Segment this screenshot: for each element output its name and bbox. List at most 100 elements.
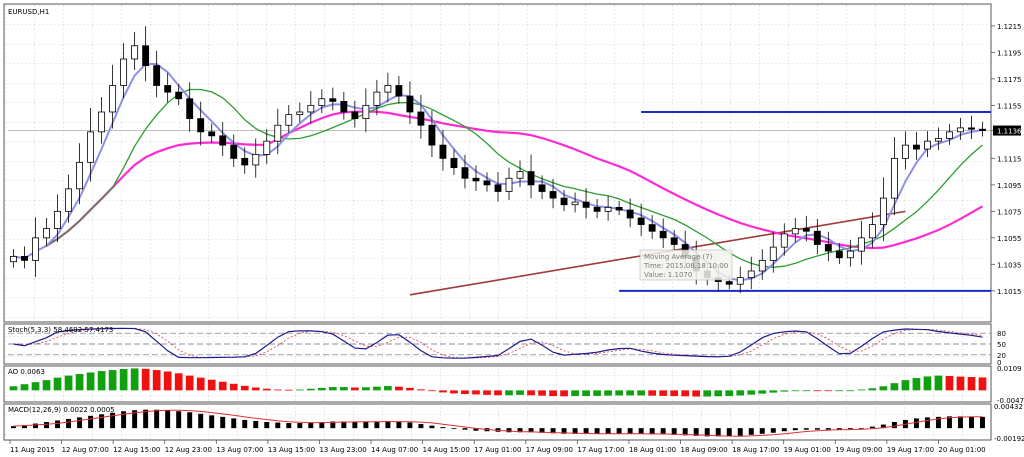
macd-signal-line[interactable] [13,409,983,437]
ao-bar[interactable] [934,375,943,391]
ao-bar[interactable] [736,390,745,396]
stochastic-main-line[interactable] [13,327,983,359]
macd-bar[interactable] [550,428,556,434]
macd-bar[interactable] [88,415,94,429]
candle-body[interactable] [263,140,271,155]
ao-bar[interactable] [86,372,95,391]
candle-body[interactable] [494,184,502,192]
candle-body[interactable] [879,197,887,226]
macd-bar[interactable] [891,422,897,429]
macd-bar[interactable] [110,412,116,429]
candle-body[interactable] [670,237,678,245]
ao-bar[interactable] [262,388,271,391]
macd-bar[interactable] [627,428,633,434]
candle-body[interactable] [780,233,788,248]
macd-bar[interactable] [715,428,721,437]
macd-bar[interactable] [980,416,985,429]
ao-histogram[interactable] [9,368,987,397]
macd-bar[interactable] [77,417,83,429]
ao-bar[interactable] [152,370,161,391]
candle-body[interactable] [395,85,403,97]
macd-bar[interactable] [66,418,72,429]
candle-body[interactable] [296,111,304,116]
candle-body[interactable] [912,144,920,150]
candle-body[interactable] [935,138,942,142]
candle-body[interactable] [593,206,601,212]
ao-bar[interactable] [791,390,800,392]
candle-body[interactable] [87,131,95,163]
candle-body[interactable] [373,91,381,106]
candle-body[interactable] [968,127,975,130]
macd-bar[interactable] [451,428,457,429]
macd-bar[interactable] [539,428,545,433]
macd-bar[interactable] [649,428,655,435]
macd-bar[interactable] [506,428,512,433]
ao-bar[interactable] [284,389,293,391]
candle-body[interactable] [868,224,876,239]
candle-body[interactable] [648,224,656,232]
candle-body[interactable] [758,259,766,272]
ao-bar[interactable] [295,389,304,391]
ao-bar[interactable] [163,371,172,391]
macd-bar[interactable] [616,428,622,434]
candle-body[interactable] [946,131,953,139]
macd-bar[interactable] [363,422,369,429]
ao-bar[interactable] [769,390,778,393]
macd-bar[interactable] [154,409,160,429]
candle-body[interactable] [505,177,513,192]
ao-bar[interactable] [461,390,469,395]
macd-bar[interactable] [946,416,952,429]
candle-body[interactable] [186,98,194,120]
ao-bar[interactable] [362,387,370,391]
candle-body[interactable] [450,157,458,169]
ma-slow-line[interactable] [45,110,984,250]
candle-body[interactable] [219,135,227,146]
ao-bar[interactable] [185,375,194,391]
macd-bar[interactable] [528,428,534,433]
ao-bar[interactable] [97,371,106,391]
candle-body[interactable] [417,111,425,126]
candle-body[interactable] [43,228,50,239]
ao-bar[interactable] [714,390,723,397]
candle-body[interactable] [10,256,17,263]
ao-bar[interactable] [516,390,524,395]
macd-bar[interactable] [132,410,138,429]
candle-body[interactable] [549,191,557,199]
ao-bar[interactable] [725,390,734,397]
macd-bar[interactable] [341,421,347,429]
ao-bar[interactable] [527,390,535,396]
macd-bar[interactable] [275,422,281,429]
macd-bar[interactable] [924,417,930,429]
ao-bar[interactable] [9,386,18,391]
ao-bar[interactable] [119,369,128,391]
ao-bar[interactable] [538,390,546,396]
macd-bar[interactable] [814,428,820,430]
macd-bar[interactable] [462,428,468,430]
ao-bar[interactable] [978,377,987,391]
macd-bar[interactable] [737,428,743,436]
candle-body[interactable] [857,237,865,252]
ao-bar[interactable] [483,390,491,395]
candle-body[interactable] [813,230,821,245]
ao-bar[interactable] [240,385,249,391]
ao-bar[interactable] [20,384,29,391]
ao-bar[interactable] [406,387,414,391]
macd-bar[interactable] [308,422,314,429]
macd-signal[interactable] [13,409,983,437]
macd-bar[interactable] [770,428,776,433]
ao-bar[interactable] [747,390,756,395]
ao-bar[interactable] [328,387,337,391]
candle-body[interactable] [769,246,777,261]
candle-body[interactable] [241,157,249,166]
candle-body[interactable] [637,217,645,226]
macd-bar[interactable] [220,416,226,429]
candle-body[interactable] [362,104,370,120]
ao-bar[interactable] [813,390,822,392]
macd-bar[interactable] [671,428,677,435]
macd-bar[interactable] [396,421,402,429]
candle-body[interactable] [824,244,832,252]
candle-body[interactable] [153,65,161,86]
ao-bar[interactable] [824,390,833,392]
macd-bar[interactable] [847,428,853,430]
ao-bar[interactable] [868,388,877,391]
